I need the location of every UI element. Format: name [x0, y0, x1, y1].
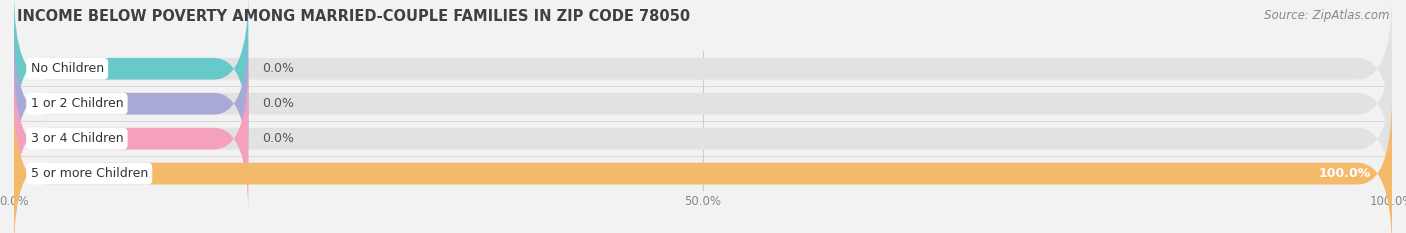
FancyBboxPatch shape	[14, 97, 1392, 233]
Text: 0.0%: 0.0%	[262, 62, 294, 75]
Text: No Children: No Children	[31, 62, 104, 75]
FancyBboxPatch shape	[14, 0, 1392, 145]
Text: 100.0%: 100.0%	[1319, 167, 1371, 180]
Text: 1 or 2 Children: 1 or 2 Children	[31, 97, 124, 110]
Text: 0.0%: 0.0%	[262, 97, 294, 110]
Text: 5 or more Children: 5 or more Children	[31, 167, 148, 180]
Text: 0.0%: 0.0%	[262, 132, 294, 145]
FancyBboxPatch shape	[14, 97, 1392, 233]
Text: 3 or 4 Children: 3 or 4 Children	[31, 132, 124, 145]
FancyBboxPatch shape	[14, 0, 249, 145]
FancyBboxPatch shape	[14, 62, 1392, 215]
Text: INCOME BELOW POVERTY AMONG MARRIED-COUPLE FAMILIES IN ZIP CODE 78050: INCOME BELOW POVERTY AMONG MARRIED-COUPL…	[17, 9, 690, 24]
FancyBboxPatch shape	[14, 62, 249, 215]
FancyBboxPatch shape	[14, 27, 249, 180]
Text: Source: ZipAtlas.com: Source: ZipAtlas.com	[1264, 9, 1389, 22]
FancyBboxPatch shape	[14, 27, 1392, 180]
